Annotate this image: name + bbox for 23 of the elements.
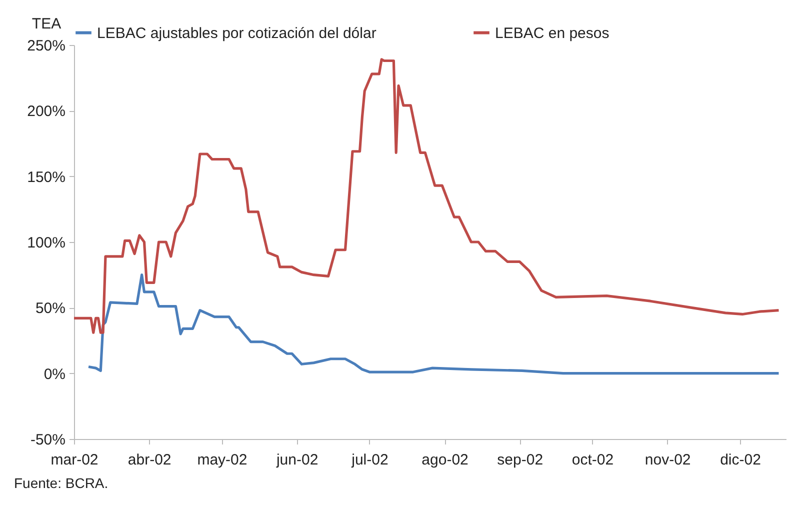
legend-label: LEBAC en pesos: [495, 24, 610, 42]
y-tick-label: 0%: [44, 366, 66, 383]
y-tick-label: 150%: [27, 168, 66, 186]
source-note: Fuente: BCRA.: [14, 475, 108, 491]
line-series: [87, 274, 780, 375]
x-tick-label: sep-02: [497, 452, 544, 468]
x-tick-label: may-02: [197, 452, 248, 468]
line-series: [72, 58, 780, 334]
x-tick-label: mar-02: [50, 452, 98, 468]
y-tick-label: 100%: [27, 234, 66, 252]
x-tick-label: nov-02: [644, 452, 691, 468]
x-tick-label: abr-02: [128, 452, 172, 468]
x-tick-label: dic-02: [720, 452, 761, 468]
y-axis-title: TEA: [32, 16, 62, 32]
x-tick-label: ago-02: [422, 452, 468, 468]
y-tick-label: 250%: [27, 38, 66, 54]
y-tick-label: 50%: [35, 300, 66, 318]
x-tick-label: jul-02: [350, 452, 388, 468]
y-tick-label: -50%: [30, 432, 66, 448]
x-tick-label: oct-02: [572, 452, 614, 468]
y-tick-label: 200%: [27, 103, 66, 120]
legend-label: LEBAC ajustables por cotización del dólar: [97, 24, 376, 42]
x-tick-label: jun-02: [275, 452, 318, 468]
